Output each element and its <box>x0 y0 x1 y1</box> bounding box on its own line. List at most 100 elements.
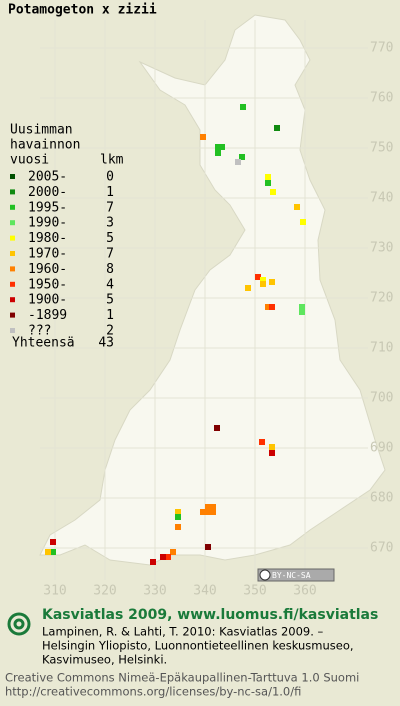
observation <box>150 559 156 565</box>
legend-label: 1900- <box>28 293 67 308</box>
observation <box>255 274 261 280</box>
observation <box>50 549 56 555</box>
legend-count: 4 <box>106 277 114 292</box>
license-badge-text: BY-NC-SA <box>272 571 311 580</box>
legend-count: 5 <box>106 231 114 246</box>
legend-swatch <box>10 266 15 272</box>
observation <box>50 539 56 545</box>
observation <box>269 450 275 456</box>
legend-count: 5 <box>106 293 114 308</box>
legend-label: 1980- <box>28 231 67 246</box>
legend-swatch <box>10 328 15 333</box>
legend-count: 3 <box>106 216 114 231</box>
legend-swatch <box>10 220 15 226</box>
legend-swatch <box>10 297 15 303</box>
legend-count: 1 <box>106 308 114 323</box>
legend-label: 1990- <box>28 216 67 231</box>
legend-swatch <box>10 204 15 210</box>
legend-label: 2005- <box>28 170 67 185</box>
observation <box>210 504 216 510</box>
legend-heading: Uusimman <box>10 123 73 138</box>
observation <box>219 144 225 150</box>
legend-swatch <box>10 235 15 241</box>
citation-line: Kasvimuseo, Helsinki. <box>42 653 167 667</box>
citation-line: Lampinen, R. & Lahti, T. 2010: Kasviatla… <box>42 625 324 639</box>
legend-count: 2 <box>106 324 114 339</box>
observation <box>260 277 266 283</box>
finland-outline <box>39 14 386 566</box>
observation <box>240 104 246 110</box>
grid-label-east: 340 <box>193 584 216 599</box>
grid-label-east: 330 <box>143 584 166 599</box>
legend-count: 7 <box>106 247 114 262</box>
grid-label-north: 750 <box>370 141 393 156</box>
observation <box>265 180 271 186</box>
observation <box>260 281 266 287</box>
observation <box>265 174 271 180</box>
observation <box>235 159 241 165</box>
citation-line: Helsingin Yliopisto, Luonnontieteellinen… <box>42 639 354 653</box>
observation <box>274 125 280 131</box>
legend-label: 1995- <box>28 200 67 215</box>
observation <box>205 509 211 515</box>
legend-label: 1950- <box>28 277 67 292</box>
legend-count: 1 <box>106 185 114 200</box>
observation <box>175 524 181 530</box>
grid-label-north: 690 <box>370 441 393 456</box>
observation <box>270 189 276 195</box>
observation <box>269 304 275 310</box>
footer-headline: Kasviatlas 2009, www.luomus.fi/kasviatla… <box>42 607 378 623</box>
grid-label-east: 320 <box>93 584 116 599</box>
legend-count: 0 <box>106 170 114 185</box>
grid-label-east: 360 <box>293 584 316 599</box>
observation <box>269 279 275 285</box>
legend-count: 7 <box>106 200 114 215</box>
grid-label-north: 680 <box>370 491 393 506</box>
observation <box>259 439 265 445</box>
license-line: http://creativecommons.org/licenses/by-n… <box>5 685 301 699</box>
legend-swatch <box>10 174 15 179</box>
observation <box>299 309 305 315</box>
observation <box>239 154 245 160</box>
observation <box>165 554 171 560</box>
total-count: 43 <box>98 336 114 351</box>
observation <box>214 425 220 431</box>
observation <box>175 509 181 515</box>
license-line: Creative Commons Nimeä-Epäkaupallinen-Ta… <box>5 671 359 685</box>
observation <box>245 285 251 291</box>
legend-label: ??? <box>28 324 51 339</box>
observation <box>200 134 206 140</box>
grid-label-north: 770 <box>370 41 393 56</box>
grid-label-east: 310 <box>43 584 66 599</box>
observation <box>294 204 300 210</box>
grid-label-north: 740 <box>370 191 393 206</box>
observation <box>200 509 206 515</box>
total-label: Yhteensä <box>12 336 75 351</box>
grid-label-north: 720 <box>370 291 393 306</box>
legend-heading: havainnon <box>10 138 80 153</box>
legend-swatch <box>10 189 15 195</box>
license-badge: BY-NC-SA <box>257 568 335 582</box>
observation <box>265 304 271 310</box>
observation <box>269 444 275 450</box>
observation <box>45 549 51 555</box>
observation <box>205 544 211 550</box>
legend-count: 8 <box>106 262 114 277</box>
observation <box>299 304 305 310</box>
legend-swatch <box>10 281 15 287</box>
observation <box>160 554 166 560</box>
grid-label-north: 670 <box>370 541 393 556</box>
logo <box>7 612 31 636</box>
legend-label: 1960- <box>28 262 67 277</box>
legend-column: vuosi <box>10 153 49 168</box>
grid-label-north: 760 <box>370 91 393 106</box>
grid-label-north: 730 <box>370 241 393 256</box>
legend-swatch <box>10 312 15 318</box>
observation <box>210 509 216 515</box>
observations <box>45 104 306 565</box>
legend-label: 1970- <box>28 247 67 262</box>
grid-label-north: 710 <box>370 341 393 356</box>
